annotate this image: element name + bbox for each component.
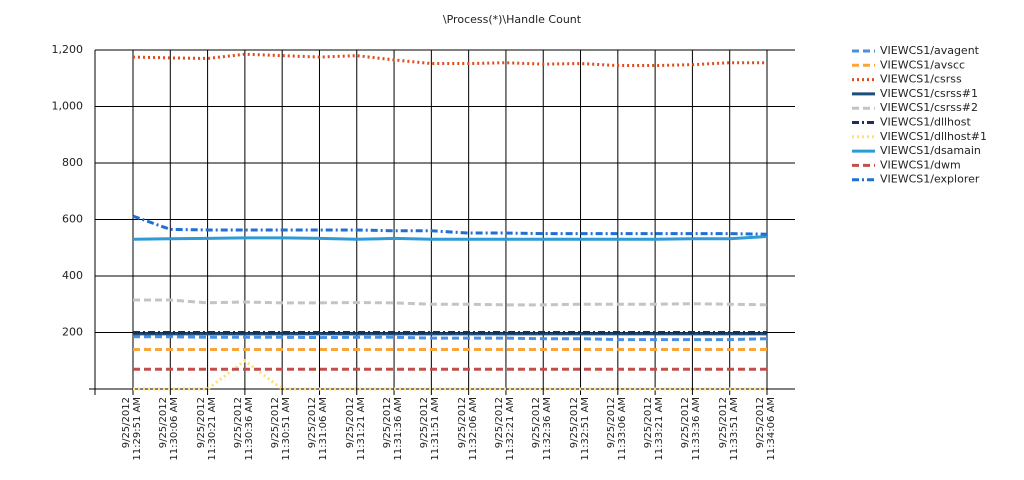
x-tick-label: 9/25/2012 11:29:51 AM (121, 397, 143, 461)
chart-title: \Process(*)\Handle Count (443, 13, 582, 26)
series-line (132, 234, 768, 241)
x-tick-label: 9/25/2012 11:31:06 AM (307, 397, 330, 461)
x-tick-label: 9/25/2012 11:34:06 AM (755, 397, 777, 461)
y-tick-label: 1,000 (52, 100, 84, 113)
legend-label: VIEWCS1/explorer (880, 173, 980, 186)
y-tick-label: 200 (62, 326, 83, 339)
x-tick-label: 9/25/2012 11:30:36 AM (232, 397, 255, 461)
legend-label: VIEWCS1/dsamain (880, 144, 981, 157)
legend-label: VIEWCS1/csrss#1 (880, 87, 978, 100)
x-tick-label: 9/25/2012 11:32:21 AM (493, 397, 516, 461)
x-tick-label: 9/25/2012 11:31:51 AM (419, 397, 442, 461)
x-tick-label: 9/25/2012 11:33:21 AM (643, 397, 666, 461)
series-line (133, 358, 767, 391)
legend-label: VIEWCS1/dllhost#1 (880, 130, 987, 143)
x-tick-label: 9/25/2012 11:32:36 AM (531, 397, 554, 461)
series-line (132, 214, 768, 236)
x-tick-label: 9/25/2012 11:30:51 AM (270, 397, 293, 461)
legend-label: VIEWCS1/avagent (880, 44, 980, 57)
x-tick-label: 9/25/2012 11:32:06 AM (456, 397, 479, 461)
x-tick-label: 9/25/2012 11:33:51 AM (717, 397, 740, 461)
y-tick-label: 800 (62, 156, 83, 169)
x-tick-label: 9/25/2012 11:31:36 AM (382, 397, 405, 461)
x-tick-label: 9/25/2012 11:30:21 AM (195, 397, 218, 461)
y-tick-label: 400 (62, 269, 83, 282)
y-tick-label: 600 (62, 213, 83, 226)
legend-label: VIEWCS1/csrss (880, 73, 962, 86)
x-tick-label: 9/25/2012 11:31:21 AM (344, 397, 367, 461)
legend-label: VIEWCS1/avscc (880, 58, 965, 71)
series-line (133, 335, 768, 342)
series-line (133, 298, 768, 307)
legend-label: VIEWCS1/csrss#2 (880, 101, 978, 114)
legend-label: VIEWCS1/dwm (880, 158, 961, 171)
y-tick-label: 1,200 (52, 43, 84, 56)
x-tick-label: 9/25/2012 11:32:51 AM (568, 397, 591, 461)
series-line (132, 52, 767, 68)
x-tick-label: 9/25/2012 11:33:36 AM (680, 397, 703, 461)
x-tick-label: 9/25/2012 11:30:06 AM (158, 397, 181, 461)
x-tick-label: 9/25/2012 11:33:06 AM (605, 397, 628, 461)
legend-label: VIEWCS1/dllhost (880, 116, 971, 129)
